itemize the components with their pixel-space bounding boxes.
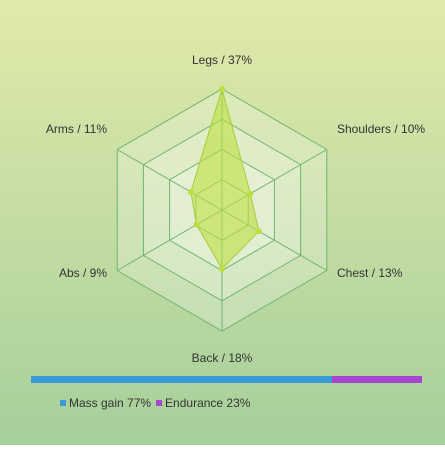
data-point bbox=[193, 221, 200, 228]
data-point bbox=[247, 190, 254, 197]
axis-label: Shoulders / 10% bbox=[337, 122, 425, 136]
legend-swatch bbox=[156, 400, 163, 406]
legend-swatch bbox=[60, 400, 66, 406]
data-point bbox=[255, 228, 262, 235]
axis-label: Legs / 37% bbox=[192, 53, 252, 67]
bar-segment bbox=[31, 376, 333, 383]
axis-label: Back / 18% bbox=[192, 351, 253, 365]
legend-label: Endurance 23% bbox=[165, 396, 251, 410]
data-point bbox=[219, 265, 225, 272]
data-point bbox=[187, 189, 194, 196]
axis-label: Abs / 9% bbox=[59, 266, 107, 280]
data-point bbox=[219, 86, 225, 92]
axis-label: Chest / 13% bbox=[337, 266, 403, 280]
legend-label: Mass gain 77% bbox=[69, 396, 151, 410]
bar-segment bbox=[332, 376, 422, 383]
axis-label: Arms / 11% bbox=[46, 122, 107, 136]
